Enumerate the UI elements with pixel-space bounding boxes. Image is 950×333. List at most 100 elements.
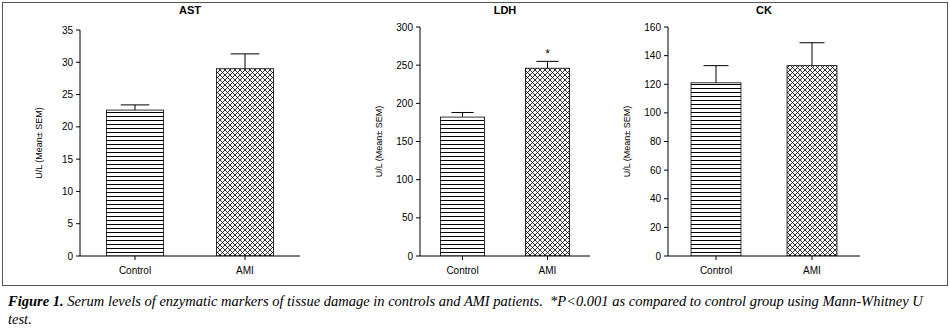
x-axis [80,256,300,257]
y-tick-label: 80 [650,136,662,147]
bar [216,69,273,256]
y-tick-label: 150 [396,136,413,147]
y-tick-label: 5 [67,218,73,229]
y-tick [664,27,668,28]
title: AST [179,4,201,16]
x-tick [716,256,717,260]
y-tick [664,141,668,142]
y-axis [668,27,669,256]
error-stem [245,54,246,69]
bar [106,110,163,256]
y-tick [664,198,668,199]
error-cap [800,42,825,43]
y-tick-label: 0 [407,251,413,262]
y-axis [420,27,421,256]
error-bar [121,105,150,110]
x-tick [245,256,246,260]
y-tick [76,126,80,127]
y-tick [664,227,668,228]
x-tick [547,256,548,260]
y-tick-label: 10 [62,186,74,197]
y-tick [76,159,80,160]
y-tick-label: 50 [402,212,414,223]
y-tick-label: 100 [644,107,661,118]
x-tick-label: Control [700,265,732,276]
y-tick-label: 20 [62,121,74,132]
frame [3,3,948,286]
y-axis-label: U/L (Mean± SEM) [34,107,44,179]
y-tick [416,141,420,142]
error-bar [536,61,558,68]
x-tick-label: AMI [803,265,821,276]
bars [691,43,837,256]
y-tick-label: 250 [396,60,413,71]
y-tick [416,256,420,257]
title: LDH [494,4,517,16]
y-tick [76,62,80,63]
x-tick [462,256,463,260]
y-tick [416,65,420,66]
y-tick [416,179,420,180]
y-tick [76,94,80,95]
figure: ASTU/L (Mean± SEM)05101520253035ControlA… [0,0,950,290]
y-tick-label: 140 [644,50,661,61]
y-tick [76,191,80,192]
error-stem [135,105,136,110]
error-cap [451,112,473,113]
error-bar [800,43,825,66]
error-bar [704,66,729,83]
error-stem [812,43,813,66]
bar [440,117,484,256]
annotation: * [545,47,550,61]
error-stem [547,61,548,68]
y-tick-label: 20 [650,222,662,233]
caption-text: Serum levels of enzymatic markers of tis… [8,293,926,327]
y-tick [664,84,668,85]
y-tick [664,256,668,257]
y-tick-label: 0 [655,251,661,262]
y-tick-label: 300 [396,22,413,33]
y-tick [76,30,80,31]
x-tick [135,256,136,260]
error-cap [231,53,260,54]
y-tick-label: 40 [650,193,662,204]
error-stem [462,112,463,117]
bar [525,68,569,256]
y-axis [80,30,81,256]
y-tick [664,112,668,113]
bar [691,83,741,256]
y-tick [416,27,420,28]
y-tick-label: 160 [644,22,661,33]
error-bar [231,54,260,69]
x-axis [668,256,860,257]
x-tick-label: Control [119,265,151,276]
x-tick [812,256,813,260]
y-tick [76,223,80,224]
y-tick [416,103,420,104]
y-tick-label: 120 [644,79,661,90]
error-cap [704,65,729,66]
caption: Figure 1. Serum levels of enzymatic mark… [8,292,948,328]
x-axis [420,256,590,257]
x-tick-label: Control [446,265,478,276]
y-axis-label: U/L (Mean± SEM) [622,106,632,178]
y-tick-label: 35 [62,25,74,36]
y-tick [416,217,420,218]
y-tick [76,256,80,257]
bar [787,66,837,256]
bars [440,61,569,256]
y-tick [664,55,668,56]
y-tick-label: 60 [650,165,662,176]
y-tick-label: 25 [62,89,74,100]
y-tick-label: 30 [62,57,74,68]
bars [106,54,273,256]
y-tick [664,170,668,171]
x-tick-label: AMI [539,265,557,276]
error-cap [121,104,150,105]
x-tick-label: AMI [236,265,254,276]
title: CK [756,4,772,16]
caption-label: Figure 1. [8,293,64,309]
y-axis-label: U/L (Mean± SEM) [374,106,384,178]
error-bar [451,112,473,117]
y-tick-label: 100 [396,174,413,185]
